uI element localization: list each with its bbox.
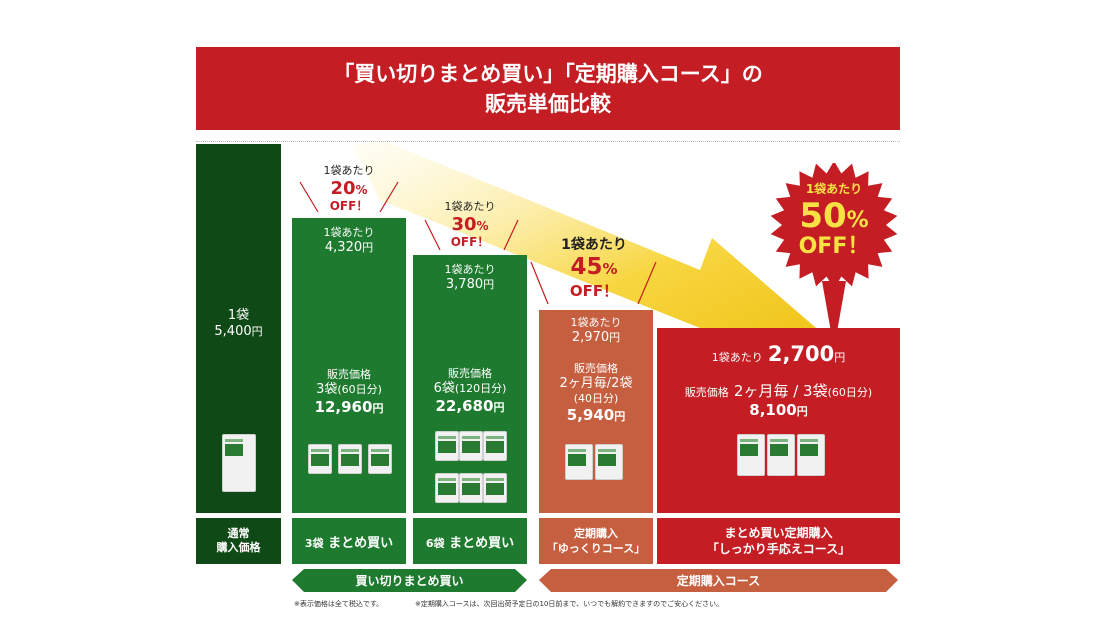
footnote-right: ※定期購入コースは、次回出荷予定日の10日前まで、いつでも解約できますのでご安心…: [415, 600, 724, 608]
product-pack: [459, 473, 483, 503]
product-pack: [595, 444, 623, 480]
group-arrow-right: [539, 569, 898, 592]
product-pack: [222, 434, 256, 492]
product-pack: [483, 473, 507, 503]
off-badge-45: 1袋あたり 45% OFF！: [561, 237, 627, 300]
off-burst-text: 1袋あたり 50% OFF！: [798, 182, 870, 259]
bar-yukkuri-value: 2,970: [571, 330, 610, 345]
burst-shape: [770, 163, 898, 289]
arrow-shape: [352, 140, 830, 364]
bar-6-bags: 1袋あたり 3,780円 販売価格 6袋(120日分) 22,680円: [413, 255, 527, 513]
bar-regular: 1袋 5,400円: [196, 144, 281, 513]
product-pack: [308, 444, 332, 474]
product-pack: [368, 444, 392, 474]
bar-6-bags-value: 3,780: [445, 277, 484, 292]
group-label-right: 定期購入コース: [676, 574, 761, 588]
label-yukkuri: 定期購入 「ゆっくりコース」: [539, 518, 653, 564]
title-banner: 「買い切りまとめ買い」「定期購入コース」の 販売単価比較: [196, 47, 900, 130]
off-badge-20: 1袋あたり 20% OFF！: [323, 164, 375, 213]
label-3-bags: 3袋 まとめ買い: [292, 518, 406, 564]
off-burst-50: [770, 163, 898, 349]
label-shikkari: まとめ買い定期購入 「しっかり手応えコース」: [657, 518, 900, 564]
title-line-1: 「買い切りまとめ買い」「定期購入コース」の: [333, 62, 763, 86]
label-regular: 通常 購入価格: [196, 518, 281, 564]
burst-tail: [822, 281, 846, 349]
divider: [196, 141, 900, 142]
off-badge-30: 1袋あたり 30% OFF！: [444, 200, 496, 249]
product-pack: [767, 434, 795, 476]
bar-shikkari-value: 2,700: [767, 342, 835, 366]
product-pack: [459, 431, 483, 461]
product-pack: [435, 431, 459, 461]
group-arrow-left: [292, 569, 527, 592]
footnote-left: ※表示価格は全て税込です。: [294, 600, 384, 608]
product-pack: [797, 434, 825, 476]
product-pack: [737, 434, 765, 476]
product-pack: [338, 444, 362, 474]
product-pack: [483, 431, 507, 461]
bar-3-bags-value: 4,320: [324, 240, 363, 255]
product-pack: [565, 444, 593, 480]
title-line-2: 販売単価比較: [485, 92, 611, 116]
bar-3-bags: 1袋あたり 4,320円 販売価格 3袋(60日分) 12,960円: [292, 218, 406, 513]
bar-yukkuri: 1袋あたり 2,970円 販売価格 2ヶ月毎/2袋 (40日分) 5,940円: [539, 310, 653, 513]
product-pack: [435, 473, 459, 503]
label-6-bags: 6袋 まとめ買い: [413, 518, 527, 564]
bar-regular-value: 5,400: [214, 324, 252, 339]
bar-shikkari: 1袋あたり 2,700円 販売価格 2ヶ月毎 / 3袋(60日分) 8,100円: [657, 328, 900, 513]
bar-regular-per-label: 1袋: [227, 308, 250, 323]
group-label-left: 買い切りまとめ買い: [355, 574, 464, 588]
